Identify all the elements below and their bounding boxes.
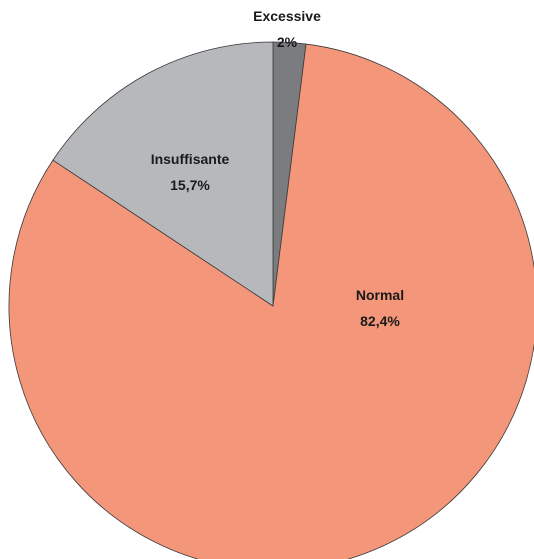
pie-slice-normal <box>8 43 534 559</box>
slice-label-normal: Normal <box>356 287 404 303</box>
slice-value-insuffisante: 15,7% <box>170 177 210 193</box>
slice-label-insuffisante: Insuffisante <box>151 151 230 167</box>
slice-label-excessive: Excessive <box>253 8 321 24</box>
slice-value-excessive: 2% <box>277 34 298 50</box>
pie-labels: Excessive 2% Insuffisante 15,7% Normal 8… <box>151 8 404 329</box>
slice-value-normal: 82,4% <box>360 313 400 329</box>
pie-slice-insuffisante <box>52 41 274 307</box>
pie-slices <box>8 41 534 559</box>
